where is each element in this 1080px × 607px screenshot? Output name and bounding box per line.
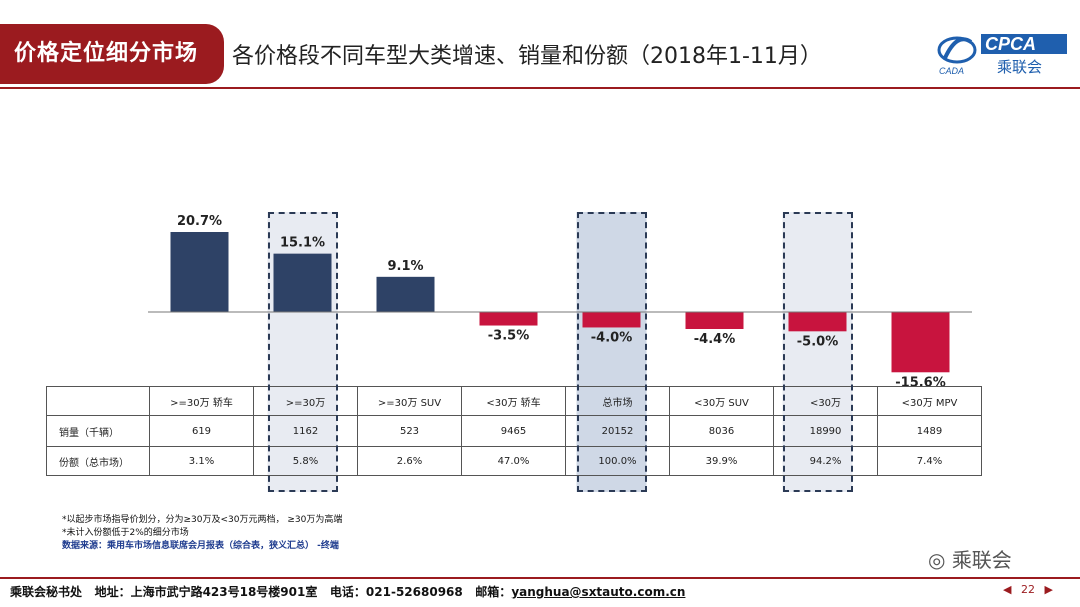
section-tag: 价格定位细分市场 [0,24,224,84]
next-page-button[interactable]: ▶ [1044,583,1053,596]
table-row: 销量（千辆） 619 1162 523 9465 20152 8036 18990 1489 [46,415,982,447]
table-header-cell: >=30万 轿车 [149,386,254,416]
table-header-cell: <30万 轿车 [461,386,566,416]
table-cell: 47.0% [461,446,566,476]
bar [479,312,538,326]
table-cell: 7.4% [877,446,982,476]
table-header-cell: <30万 [773,386,878,416]
bar [582,312,641,328]
table-cell: 523 [357,415,462,447]
table-header-row: >=30万 轿车 >=30万 >=30万 SUV <30万 轿车 总市场 <30万 SUV… [46,386,982,416]
bar [891,312,950,373]
bar [170,232,229,312]
wechat-watermark: ◎ 乘联会 [928,544,1012,573]
watermark-text: 乘联会 [951,548,1012,572]
footnotes: *以起步市场指导价划分，分为≥30万及<30万元两档， ≥30万为高端 *未计入… [62,514,342,553]
header-divider [0,87,1080,89]
footer-phone: 电话：021-52680968 [329,585,463,599]
page-number: 22 [1020,583,1035,596]
bar [788,312,847,332]
highlight-frame [782,212,853,492]
bar-value-label: 15.1% [280,236,325,251]
pager: ◀ 22 ▶ [1000,583,1056,596]
table-row-label: 份额（总市场） [46,446,150,476]
table-cell: 39.9% [669,446,774,476]
footer-address: 地址：上海市武宁路423号18号楼901室 [94,585,318,599]
wechat-icon: ◎ [928,548,946,572]
table-header-cell: 总市场 [565,386,670,416]
table-header-cell: <30万 SUV [669,386,774,416]
logo-caption: CADA [939,66,964,76]
table-row-label: 销量（千辆） [46,415,150,447]
footnote-2: *未计入份额低于2%的细分市场 [62,528,189,538]
table-row: 份额（总市场） 3.1% 5.8% 2.6% 47.0% 100.0% 39.9% 94.2%… [46,446,982,476]
bar [376,276,435,312]
bar-value-label: -4.4% [694,332,735,347]
bar-value-label: 9.1% [387,259,423,274]
table-header-cell: >=30万 [253,386,358,416]
footer-divider [0,577,1080,579]
table-cell: 8036 [669,415,774,447]
slide-title: 各价格段不同车型大类增速、销量和份额（2018年1-11月） [232,44,822,69]
highlight-frame [267,212,338,492]
logo-subtext: 乘联会 [997,58,1042,76]
table-cell: 9465 [461,415,566,447]
footnote-1: *以起步市场指导价划分，分为≥30万及<30万元两档， ≥30万为高端 [62,515,343,525]
table-cell: 1162 [253,415,358,447]
table-header-cell [46,386,150,416]
footer-email-link[interactable]: yanghua@sxtauto.com.cn [511,585,686,599]
data-source: 数据来源：乘用车市场信息联席会月报表（综合表，狭义汇总） -终端 [62,541,339,551]
bar-value-label: -5.0% [797,334,838,349]
growth-bar-chart: 20.7%15.1%9.1%-3.5% -4.0% -4.4% -5.0%-15.6% [148,212,972,492]
table-cell: 18990 [773,415,878,447]
data-table: >=30万 轿车 >=30万 >=30万 SUV <30万 轿车 总市场 <30万 SUV… [46,386,982,476]
table-header-cell: >=30万 SUV [357,386,462,416]
prev-page-button[interactable]: ◀ [1003,583,1012,596]
footer-email-label: 邮箱： [475,585,512,599]
cpca-logo: CADA CPCA 乘联会 [935,28,1070,78]
bar-value-label: 20.7% [177,214,222,229]
table-cell: 619 [149,415,254,447]
table-header-cell: <30万 MPV [877,386,982,416]
table-cell: 2.6% [357,446,462,476]
table-cell: 3.1% [149,446,254,476]
logo-text: CPCA [985,34,1036,54]
footer-org: 乘联会秘书处 [10,585,83,599]
footer-contact: 乘联会秘书处 地址：上海市武宁路423号18号楼901室 电话：021-5268… [10,583,685,600]
bar-layer [170,232,950,373]
highlight-frame [576,212,647,492]
bar-value-label: -4.0% [591,330,632,345]
bar-value-label: -3.5% [488,329,529,344]
table-cell: 1489 [877,415,982,447]
bar [273,253,332,312]
bar [685,312,744,330]
table-cell: 94.2% [773,446,878,476]
